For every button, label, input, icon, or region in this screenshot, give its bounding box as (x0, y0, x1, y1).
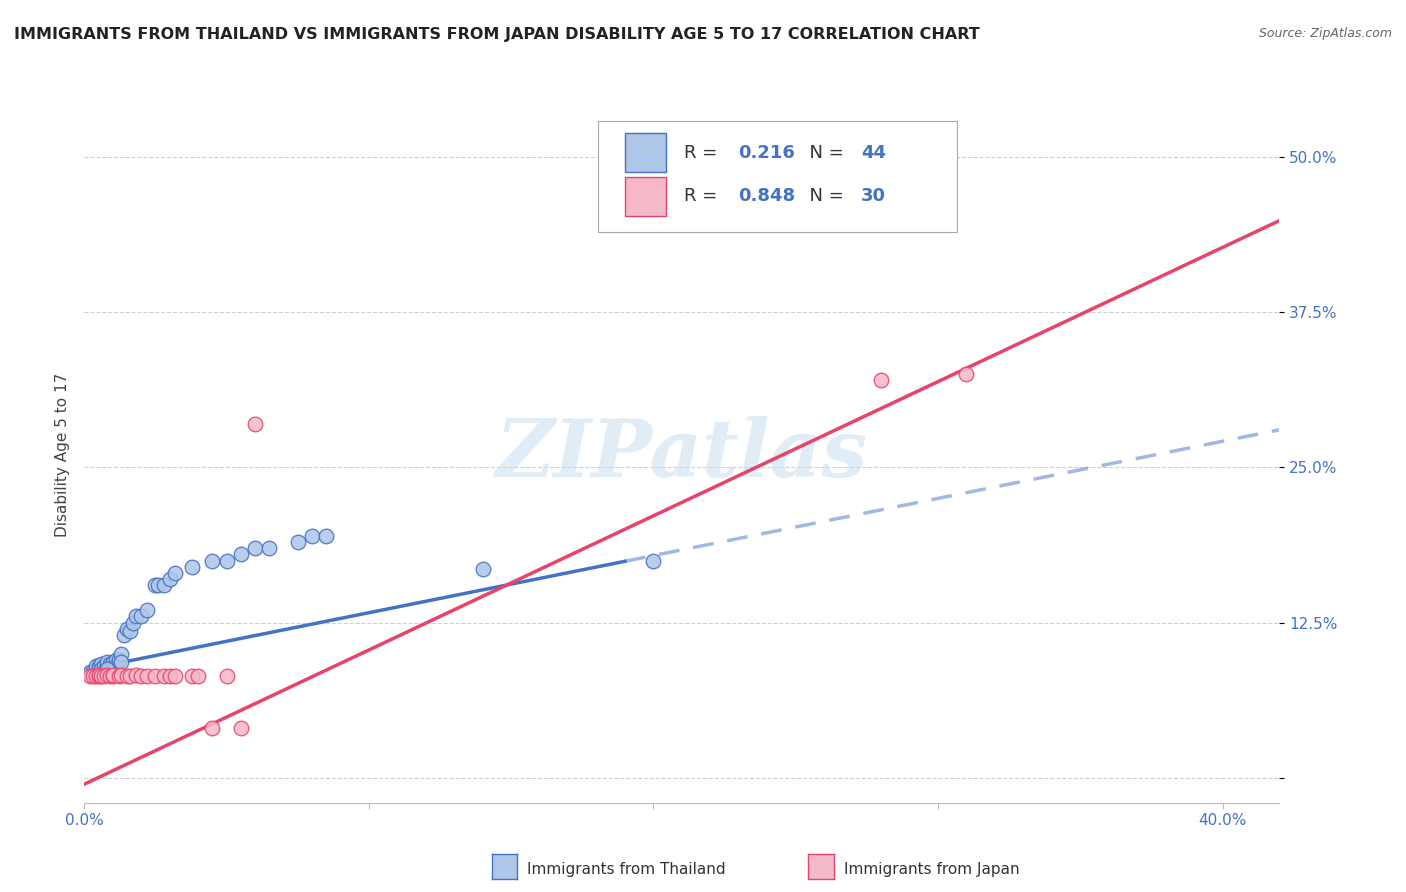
Point (145, 578, 167, 592)
Point (104, 659, 127, 673)
Text: ZIPatlas: ZIPatlas (496, 417, 868, 493)
Point (181, 669, 204, 683)
Point (129, 609, 152, 624)
Point (79, 665, 101, 680)
Y-axis label: Disability Age 5 to 17: Disability Age 5 to 17 (55, 373, 70, 537)
Point (98, 669, 121, 683)
Text: Immigrants from Thailand: Immigrants from Thailand (527, 863, 725, 877)
Point (124, 668, 146, 682)
Point (93, 669, 115, 683)
Point (181, 559, 204, 574)
Point (110, 668, 132, 682)
Point (201, 553, 224, 567)
Point (101, 668, 124, 682)
Point (90, 662, 112, 676)
Point (82, 669, 104, 683)
Text: R =: R = (685, 187, 723, 205)
Point (87, 668, 110, 682)
Text: 44: 44 (860, 144, 886, 161)
Point (98, 657, 121, 671)
Point (101, 659, 124, 673)
Text: Source: ZipAtlas.com: Source: ZipAtlas.com (1258, 27, 1392, 40)
Point (136, 603, 159, 617)
FancyBboxPatch shape (624, 178, 666, 216)
Text: IMMIGRANTS FROM THAILAND VS IMMIGRANTS FROM JAPAN DISABILITY AGE 5 TO 17 CORRELA: IMMIGRANTS FROM THAILAND VS IMMIGRANTS F… (14, 27, 980, 42)
Text: 30: 30 (860, 187, 886, 205)
FancyBboxPatch shape (624, 134, 666, 172)
Point (112, 628, 135, 642)
Point (643, 553, 665, 567)
Point (118, 669, 141, 683)
Text: R =: R = (685, 144, 723, 161)
Point (84, 669, 107, 683)
Text: N =: N = (797, 187, 849, 205)
Point (315, 529, 337, 543)
Point (93, 659, 115, 673)
Point (87, 662, 110, 676)
Point (90, 669, 112, 683)
Text: 0.216: 0.216 (738, 144, 794, 161)
Point (955, 367, 977, 381)
Point (187, 669, 209, 683)
Point (243, 417, 266, 431)
Point (118, 624, 141, 639)
Point (870, 373, 893, 387)
Point (82, 665, 104, 680)
Point (96, 662, 118, 676)
Point (243, 541, 266, 555)
Point (110, 656, 132, 670)
Point (215, 553, 238, 567)
Point (159, 572, 181, 586)
Text: 0.848: 0.848 (738, 187, 796, 205)
Point (90, 657, 112, 671)
Point (93, 665, 115, 680)
Point (153, 669, 176, 683)
Point (229, 721, 252, 735)
Point (165, 566, 187, 580)
Point (165, 669, 187, 683)
Point (101, 669, 124, 683)
Point (87, 659, 110, 673)
Point (136, 669, 159, 683)
Point (110, 647, 132, 661)
Point (115, 622, 138, 636)
Point (201, 721, 224, 735)
Point (159, 669, 181, 683)
Point (107, 653, 129, 667)
Point (301, 529, 323, 543)
Point (87, 669, 110, 683)
FancyBboxPatch shape (599, 121, 956, 232)
Point (259, 541, 281, 555)
Point (153, 578, 176, 592)
Text: N =: N = (797, 144, 849, 161)
Point (124, 609, 146, 624)
Point (96, 656, 118, 670)
Point (121, 615, 143, 630)
Point (107, 669, 129, 683)
Point (104, 653, 127, 667)
Point (129, 669, 152, 683)
Point (115, 669, 138, 683)
Point (215, 669, 238, 683)
Point (471, 562, 494, 576)
Point (79, 669, 101, 683)
Point (98, 662, 121, 676)
Point (96, 659, 118, 673)
Point (229, 547, 252, 561)
Point (145, 669, 167, 683)
Point (101, 656, 124, 670)
Point (96, 668, 118, 682)
Point (287, 534, 309, 549)
Point (148, 578, 170, 592)
Text: Immigrants from Japan: Immigrants from Japan (844, 863, 1019, 877)
Point (84, 659, 107, 673)
